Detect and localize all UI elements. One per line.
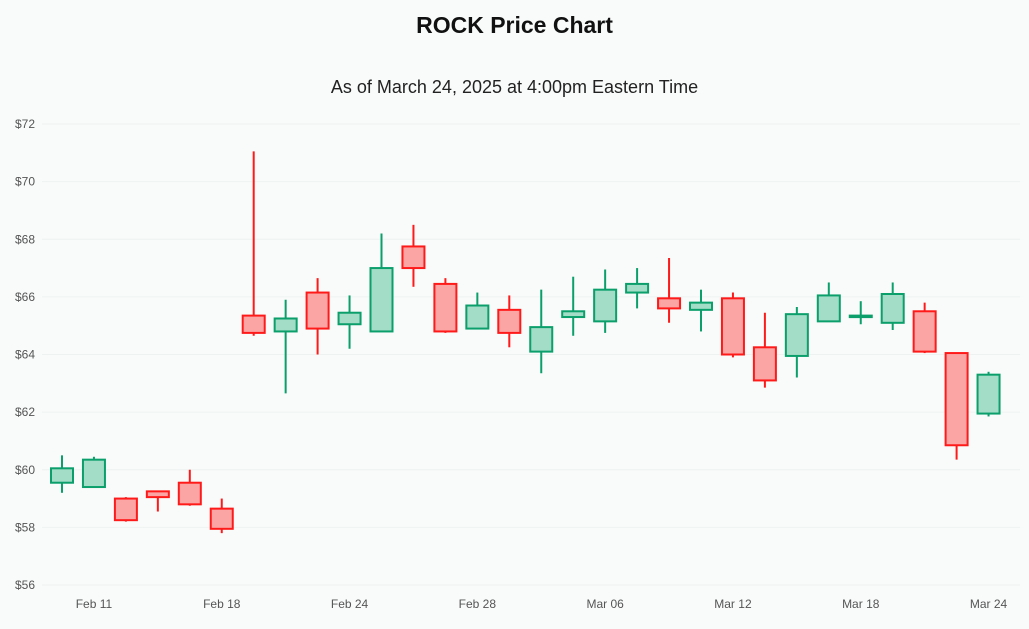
candle-body bbox=[752, 346, 777, 382]
candle-body bbox=[880, 292, 905, 324]
gridlines bbox=[42, 123, 1020, 586]
candle-body bbox=[912, 310, 937, 353]
candle-body bbox=[145, 490, 170, 499]
x-tick-label: Feb 11 bbox=[76, 597, 113, 611]
candle-body bbox=[50, 467, 74, 484]
y-tick-label: $70 bbox=[15, 175, 35, 189]
x-tick-label: Mar 18 bbox=[842, 597, 880, 611]
x-tick-label: Feb 28 bbox=[459, 597, 497, 611]
candle-body bbox=[401, 245, 426, 270]
x-tick-label: Feb 24 bbox=[331, 597, 369, 611]
candle-body bbox=[81, 458, 106, 489]
candle-body bbox=[848, 314, 873, 319]
candles bbox=[50, 151, 1001, 534]
y-tick-label: $68 bbox=[15, 232, 35, 246]
x-tick-label: Feb 18 bbox=[203, 597, 241, 611]
y-tick-label: $72 bbox=[15, 117, 35, 131]
candle-body bbox=[209, 507, 234, 530]
candle-body bbox=[305, 291, 330, 330]
candle-body bbox=[465, 304, 490, 330]
candle-body bbox=[625, 282, 650, 294]
candle-body bbox=[497, 308, 522, 334]
y-tick-label: $60 bbox=[15, 463, 35, 477]
candle-body bbox=[944, 352, 969, 447]
candle-body bbox=[784, 313, 809, 357]
x-tick-label: Mar 24 bbox=[970, 597, 1008, 611]
y-tick-label: $56 bbox=[15, 578, 35, 592]
candle-body bbox=[369, 267, 394, 333]
candle-body bbox=[113, 497, 138, 522]
candle-body bbox=[273, 317, 298, 333]
candle-body bbox=[337, 311, 362, 326]
candle-body bbox=[976, 373, 1001, 415]
y-tick-label: $66 bbox=[15, 290, 35, 304]
candle-body bbox=[433, 282, 458, 333]
candle-body bbox=[720, 297, 745, 356]
chart-subtitle: As of March 24, 2025 at 4:00pm Eastern T… bbox=[330, 77, 699, 97]
candle-body bbox=[657, 297, 682, 310]
y-tick-label: $64 bbox=[15, 348, 35, 362]
candle-body bbox=[561, 310, 586, 319]
candle-body bbox=[241, 314, 266, 334]
x-tick-label: Mar 12 bbox=[714, 597, 752, 611]
candle-body bbox=[177, 481, 202, 506]
candle-body bbox=[689, 301, 713, 311]
y-tick-label: $62 bbox=[15, 405, 35, 419]
chart-title: ROCK Price Chart bbox=[416, 12, 613, 38]
y-axis: $56 $58 $60 $62 $64 $66 $68 $70 $72 bbox=[15, 117, 35, 592]
candle-body bbox=[529, 326, 554, 353]
candle-body bbox=[816, 294, 841, 323]
y-tick-label: $58 bbox=[15, 520, 35, 534]
x-axis: Feb 11 Feb 18 Feb 24 Feb 28 Mar 06 Mar 12 Mar … bbox=[76, 597, 1008, 611]
x-tick-label: Mar 06 bbox=[586, 597, 624, 611]
candle-body bbox=[593, 288, 618, 323]
